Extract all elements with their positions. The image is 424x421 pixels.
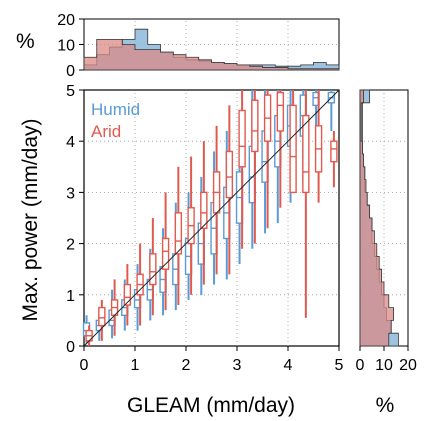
- top-hist-ylabel: %: [16, 30, 35, 53]
- box-arid: [174, 166, 183, 306]
- right-x-tick-label: 0: [356, 357, 365, 374]
- box-iqr: [174, 212, 183, 255]
- box-arid: [238, 90, 246, 249]
- box-arid: [289, 90, 297, 194]
- box-arid: [276, 90, 285, 208]
- right-histogram: 0 10 20: [356, 89, 417, 374]
- box-iqr: [225, 150, 234, 199]
- y-tick-label: 1: [66, 288, 75, 305]
- box-arid: [314, 90, 323, 203]
- y-tick-label: 5: [66, 83, 75, 100]
- box-arid: [251, 90, 259, 244]
- right-x-tick-label: 10: [375, 357, 393, 374]
- box-iqr: [276, 91, 285, 132]
- box-iqr: [200, 191, 208, 229]
- one-to-one-line: [83, 89, 340, 347]
- box-iqr: [161, 237, 170, 270]
- top-y-tick-label: 0: [66, 63, 75, 80]
- box-iqr: [98, 306, 106, 327]
- right-x-tick-label: 20: [399, 357, 417, 374]
- box-iqr: [302, 114, 310, 194]
- y-tick-label: 0: [66, 339, 75, 356]
- box-arid: [149, 218, 157, 316]
- box-arid: [263, 90, 272, 229]
- x-axis-label: GLEAM (mm/day): [127, 394, 295, 417]
- top-y-tick-label: 10: [57, 38, 75, 55]
- box-arid: [302, 90, 310, 318]
- box-iqr: [238, 109, 246, 168]
- top-y-tick-label: 20: [57, 12, 75, 29]
- box-arid: [85, 325, 93, 346]
- x-tick-label: 1: [131, 357, 140, 374]
- box-iqr: [123, 283, 132, 306]
- top-hist-arid: [83, 39, 340, 71]
- main-plot: 0 1 2 3 4 5 0 1 2 3 4 5 Humid Arid: [66, 83, 343, 374]
- y-tick-label: 3: [66, 185, 75, 202]
- top-histogram: 0 10 20: [57, 12, 340, 80]
- x-tick-label: 4: [284, 357, 293, 374]
- main-plot-frame: [83, 89, 340, 347]
- box-arid: [200, 141, 208, 285]
- box-iqr: [251, 99, 259, 153]
- right-hist-xlabel: %: [376, 394, 395, 417]
- y-tick-label: 4: [66, 134, 75, 151]
- legend-humid: Humid: [91, 100, 140, 119]
- box-arid: [187, 156, 195, 295]
- y-axis-label: Max. power (mm/day): [19, 118, 42, 321]
- x-tick-label: 2: [182, 357, 191, 374]
- box-arid: [330, 130, 338, 188]
- y-tick-label: 2: [66, 237, 75, 254]
- box-iqr: [149, 253, 157, 286]
- box-iqr: [289, 104, 297, 194]
- x-tick-label: 3: [233, 357, 242, 374]
- legend-arid: Arid: [91, 122, 121, 141]
- box-arid: [161, 192, 170, 311]
- box-arid: [136, 243, 144, 326]
- box-arid: [123, 264, 132, 326]
- box-arid: [225, 105, 234, 275]
- box-iqr: [330, 140, 338, 163]
- x-tick-label: 0: [80, 357, 89, 374]
- right-hist-arid: [359, 89, 394, 347]
- x-tick-label: 5: [335, 357, 344, 374]
